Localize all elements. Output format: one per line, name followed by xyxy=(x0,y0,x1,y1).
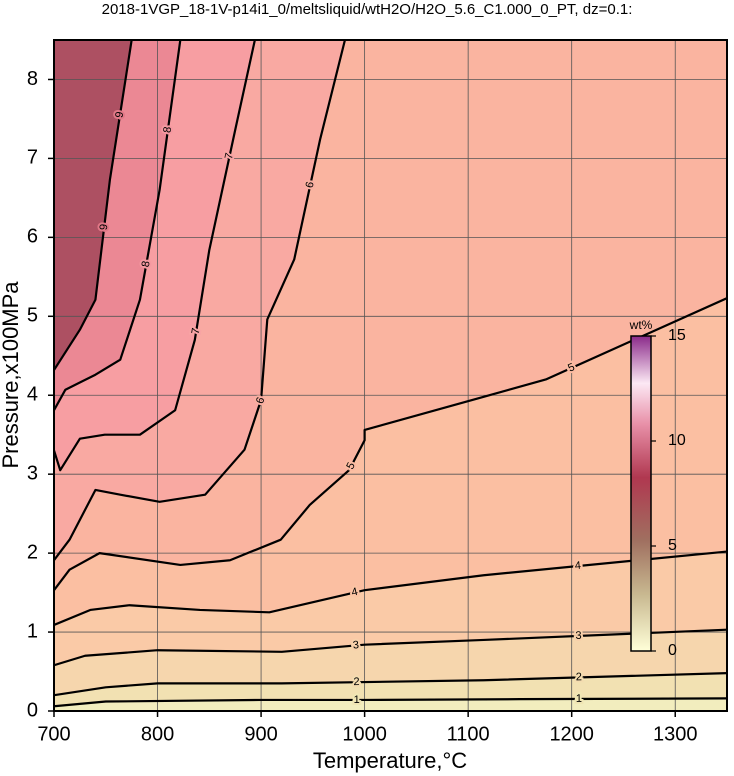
contour-fill xyxy=(54,40,132,370)
colorbar-tick-label: 15 xyxy=(668,327,686,344)
contour-line xyxy=(54,40,347,561)
contour-label: 4 xyxy=(574,560,581,573)
y-axis-label: Pressure,x100MPa xyxy=(0,281,23,469)
contour-line xyxy=(54,550,727,626)
contour-line xyxy=(54,697,727,708)
x-axis-label: Temperature,°C xyxy=(313,748,467,773)
y-tick-label: 5 xyxy=(27,305,38,327)
x-tick-label: 1300 xyxy=(653,723,698,745)
y-tick-label: 0 xyxy=(27,699,38,721)
x-tick-label: 1000 xyxy=(342,723,387,745)
x-tick-label: 1200 xyxy=(549,723,594,745)
x-tick-label: 800 xyxy=(141,723,174,745)
y-tick-label: 6 xyxy=(27,226,38,248)
contour-label: 1 xyxy=(576,693,582,705)
y-tick-label: 8 xyxy=(27,68,38,90)
y-tick-label: 4 xyxy=(27,384,38,406)
x-tick-label: 900 xyxy=(244,723,277,745)
y-tick-label: 2 xyxy=(27,541,38,563)
colorbar-tick-label: 5 xyxy=(668,537,677,554)
contour-label: 1 xyxy=(354,694,360,706)
contour-label: 8 xyxy=(161,126,174,134)
x-tick-label: 700 xyxy=(37,723,70,745)
colorbar-tick-label: 10 xyxy=(668,432,686,449)
colorbar-tick-label: 0 xyxy=(668,642,677,659)
x-tick-label: 1100 xyxy=(447,723,490,745)
contour-line xyxy=(54,40,133,371)
contour-line xyxy=(54,672,727,697)
contour-line xyxy=(54,297,727,591)
contour-label: 3 xyxy=(352,639,359,651)
chart-title: 2018-1VGP_18-1V-p14i1_0/meltsliquid/wtH2… xyxy=(102,1,633,18)
contour-line xyxy=(54,40,256,472)
contour-label: 9 xyxy=(114,111,127,119)
contour-line xyxy=(54,40,182,411)
plot-frame xyxy=(53,39,728,712)
contour-label: 9 xyxy=(98,223,111,231)
contour-line xyxy=(54,628,727,667)
y-tick-label: 3 xyxy=(27,462,38,484)
y-tick-label: 7 xyxy=(27,147,38,169)
contour-label: 2 xyxy=(353,676,359,688)
colorbar xyxy=(630,335,652,652)
contour-label: 7 xyxy=(190,327,203,335)
y-tick-label: 1 xyxy=(27,620,38,642)
overlay: 700 800 900 1000 1100 1200 1300 0 1 2 3 4 5 6 7 8 wt% 0 5 1… xyxy=(27,39,728,745)
contour-label: 3 xyxy=(575,630,582,642)
contour-label: 2 xyxy=(576,671,582,683)
colorbar-label: wt% xyxy=(629,318,653,332)
